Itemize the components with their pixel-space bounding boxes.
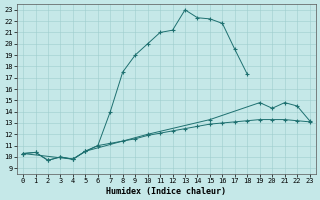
X-axis label: Humidex (Indice chaleur): Humidex (Indice chaleur) — [106, 187, 226, 196]
